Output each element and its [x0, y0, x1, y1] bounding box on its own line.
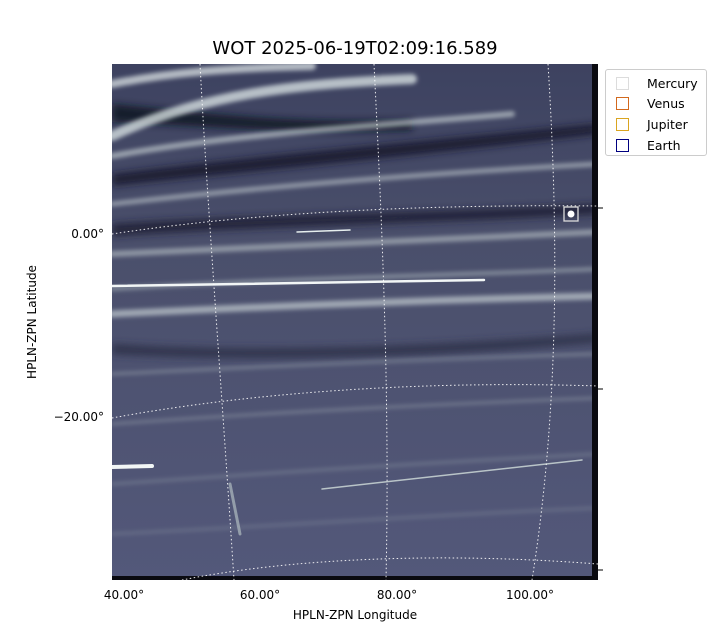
mercury-marker [563, 206, 579, 222]
legend-label: Jupiter [647, 116, 688, 132]
x-tick-label: 80.00° [376, 588, 418, 602]
legend-item-venus: Venus [616, 95, 685, 111]
frame-edge-bottom [112, 576, 598, 580]
frame-edge-right [592, 64, 598, 580]
legend: Mercury Venus Jupiter Earth [605, 69, 707, 156]
coordinate-grid [112, 64, 598, 580]
dark-bands [112, 104, 598, 358]
legend-swatch [616, 117, 629, 131]
y-axis-label: HPLN-ZPN Latitude [25, 265, 39, 379]
legend-item-jupiter: Jupiter [616, 116, 688, 132]
legend-label: Earth [647, 137, 681, 153]
x-tick-label: 60.00° [239, 588, 281, 602]
heliospheric-image [112, 64, 598, 580]
x-axis-label: HPLN-ZPN Longitude [292, 608, 418, 622]
legend-swatch [616, 138, 629, 152]
right-axis-ticks [598, 207, 603, 571]
y-tick-label: −20.00° [53, 410, 104, 424]
legend-item-mercury: Mercury [616, 75, 698, 91]
legend-swatch [616, 76, 629, 90]
legend-label: Venus [647, 95, 685, 111]
y-tick-label: 0.00° [71, 227, 104, 241]
x-tick-label: 100.00° [506, 588, 554, 602]
legend-swatch [616, 96, 629, 110]
x-tick-label: 40.00° [103, 588, 145, 602]
figure-title: WOT 2025-06-19T02:09:16.589 [212, 38, 498, 59]
legend-item-earth: Earth [616, 137, 681, 153]
sharp-streaks [112, 229, 583, 536]
legend-label: Mercury [647, 75, 698, 91]
